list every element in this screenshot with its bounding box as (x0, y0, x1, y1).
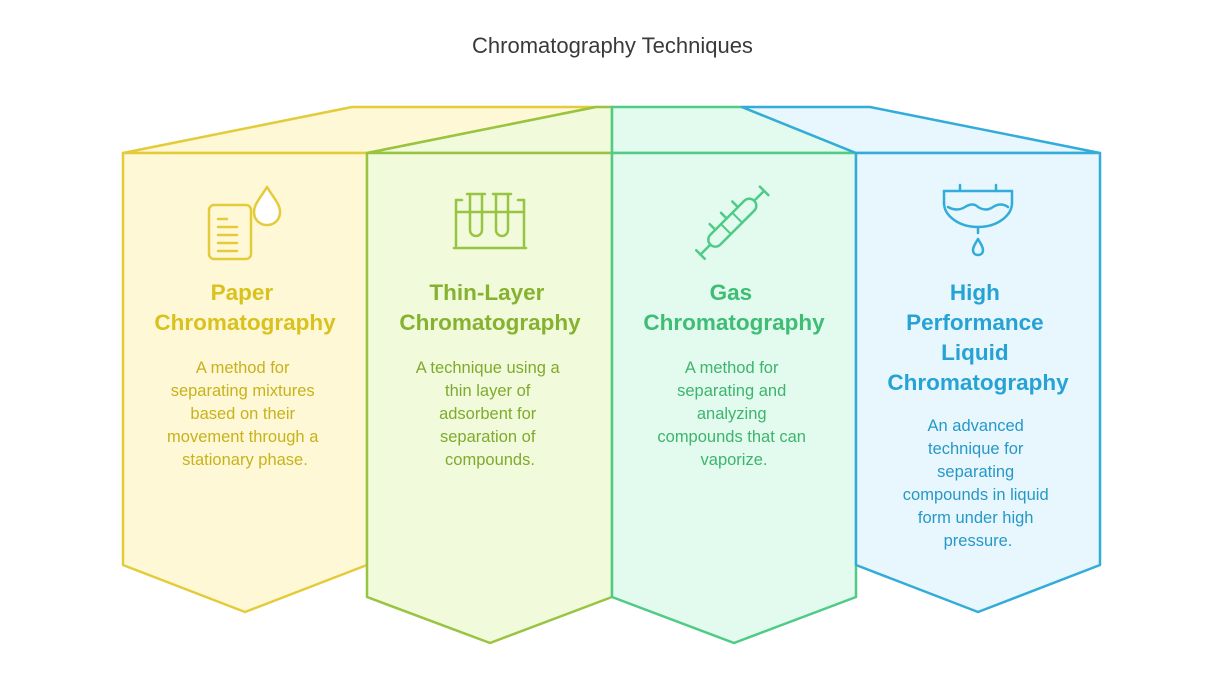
card-description-line: compounds that can (657, 428, 806, 446)
card-title-line: High (950, 280, 1000, 305)
syringe-column-icon (694, 185, 770, 261)
card-description-line: An advanced (928, 417, 1024, 435)
test-tubes-rack-icon (452, 192, 528, 250)
card-title-line: Gas (710, 280, 753, 305)
liquid-filter-drop-icon (942, 183, 1014, 257)
card-description: A method for separating and analyzing co… (657, 359, 810, 469)
card-description: An advanced technique for separating com… (903, 417, 1053, 550)
card-title: Paper Chromatography (154, 280, 336, 335)
card-description-line: separating mixtures (171, 382, 315, 400)
card-description-line: separating (937, 463, 1014, 481)
card-description-line: A method for (196, 359, 290, 377)
card-front-face (121, 151, 369, 614)
card-description-line: pressure. (944, 532, 1013, 550)
card-description-line: A technique using a (416, 359, 561, 377)
card-description: A method for separating mixtures based o… (167, 359, 323, 469)
card-gas-chromatography: Gas Chromatography A method for separati… (610, 105, 858, 645)
card-title-line: Liquid (941, 340, 1008, 365)
paper-document-droplet-icon (207, 185, 282, 261)
card-description-line: adsorbent for (439, 405, 537, 423)
card-title-line: Performance (906, 310, 1044, 335)
card-title-line: Thin-Layer (429, 280, 544, 305)
card-description-line: analyzing (697, 405, 767, 423)
card-paper-chromatography: Paper Chromatography A method for separa… (121, 105, 598, 614)
card-description-line: thin layer of (445, 382, 531, 400)
card-title-line: Chromatography (399, 310, 581, 335)
card-description-line: A method for (685, 359, 779, 377)
card-front-face (854, 151, 1102, 614)
card-title: Thin-Layer Chromatography (399, 280, 581, 335)
card-thin-layer-chromatography: Thin-Layer Chromatography A technique us… (365, 105, 614, 645)
card-description-line: compounds in liquid (903, 486, 1049, 504)
card-title-line: Paper (211, 280, 274, 305)
card-description-line: movement through a (167, 428, 319, 446)
card-title: Gas Chromatography (643, 280, 825, 335)
card-title-line: Chromatography (887, 370, 1069, 395)
card-description-line: based on their (190, 405, 295, 423)
page-title: Chromatography Techniques (472, 33, 753, 58)
card-description-line: vaporize. (701, 451, 768, 469)
card-title: High Performance Liquid Chromatography (887, 280, 1069, 395)
card-front-face (365, 151, 614, 645)
card-description-line: separation of (440, 428, 536, 446)
card-title-line: Chromatography (154, 310, 336, 335)
card-description-line: technique for (928, 440, 1024, 458)
card-description-line: stationary phase. (182, 451, 308, 469)
card-description-line: separating and (677, 382, 786, 400)
card-front-face (610, 151, 858, 645)
card-description-line: compounds. (445, 451, 535, 469)
card-description-line: form under high (918, 509, 1034, 527)
card-hplc: High Performance Liquid Chromatography A… (740, 105, 1102, 614)
card-description: A technique using a thin layer of adsorb… (416, 359, 565, 469)
card-title-line: Chromatography (643, 310, 825, 335)
